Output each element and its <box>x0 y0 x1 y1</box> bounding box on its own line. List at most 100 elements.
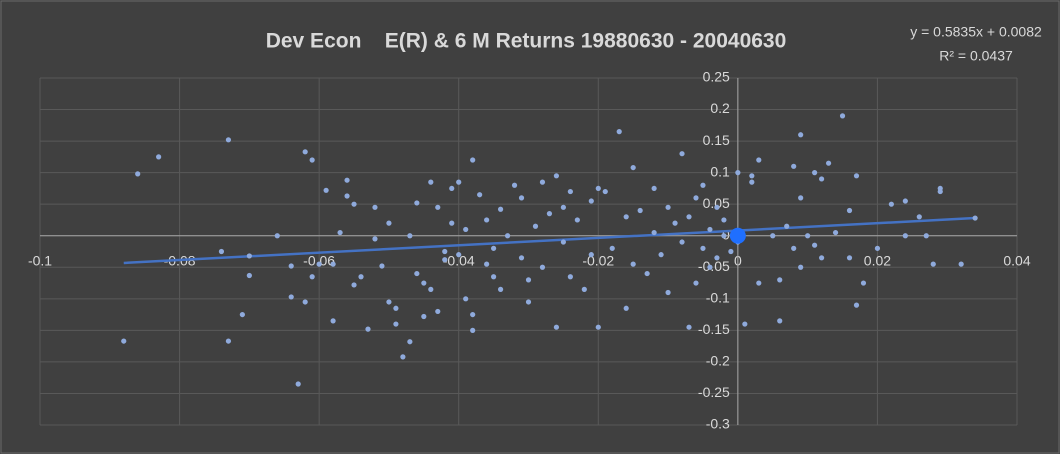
scatter-point <box>344 193 350 199</box>
scatter-point <box>812 242 818 248</box>
scatter-point <box>588 252 594 258</box>
scatter-point <box>470 157 476 163</box>
scatter-point <box>581 286 587 292</box>
scatter-point <box>770 233 776 239</box>
x-tick-label: -0.1 <box>28 252 52 268</box>
scatter-point <box>372 236 378 242</box>
scatter-point <box>553 324 560 330</box>
scatter-point <box>714 204 720 210</box>
scatter-point <box>651 185 657 192</box>
scatter-point <box>846 207 853 214</box>
scatter-point <box>742 321 748 327</box>
x-tick-label: -0.02 <box>582 252 614 268</box>
y-tick-label: 0.05 <box>703 195 730 211</box>
scatter-point <box>819 255 825 261</box>
scatter-point <box>428 286 434 292</box>
scatter-point <box>721 217 727 223</box>
scatter-point <box>937 185 943 192</box>
scatter-point <box>546 211 553 217</box>
scatter-point <box>923 233 929 239</box>
scatter-point <box>274 233 280 239</box>
scatter-point <box>400 354 406 360</box>
scatter-point <box>749 179 755 185</box>
scatter-point <box>839 113 846 119</box>
scatter-point <box>777 318 783 324</box>
scatter-point <box>798 195 804 201</box>
scatter-point <box>560 239 566 245</box>
scatter-point <box>595 324 601 330</box>
scatter-point <box>302 299 308 305</box>
y-tick-label: 0.15 <box>703 132 730 148</box>
x-tick-label: -0.04 <box>443 252 475 268</box>
scatter-point <box>902 233 908 239</box>
scatter-point <box>407 233 413 239</box>
scatter-point <box>825 160 832 166</box>
scatter-point <box>477 192 483 198</box>
scatter-point <box>379 263 385 269</box>
scatter-point <box>470 311 476 318</box>
scatter-point <box>504 233 511 239</box>
scatter-point <box>651 229 657 236</box>
scatter-point <box>874 245 881 251</box>
scatter-point <box>330 261 336 267</box>
scatter-point <box>491 245 497 251</box>
scatter-point <box>456 179 462 185</box>
scatter-point <box>393 305 399 311</box>
scatter-point <box>225 137 232 143</box>
scatter-point <box>337 229 343 236</box>
scatter-point <box>853 302 860 308</box>
scatter-point <box>832 229 839 236</box>
scatter-point <box>805 233 811 239</box>
scatter-point <box>637 207 643 214</box>
x-tick-label: 0.04 <box>1003 252 1030 268</box>
scatter-point <box>700 182 706 188</box>
scatter-point <box>449 185 455 192</box>
scatter-point <box>735 170 741 176</box>
scatter-point <box>470 327 476 333</box>
scatter-point <box>456 252 462 258</box>
scatter-point <box>560 204 566 210</box>
scatter-point <box>539 179 546 185</box>
scatter-point <box>602 188 608 195</box>
y-tick-label: -0.2 <box>706 353 730 369</box>
scatter-point <box>644 270 650 277</box>
x-tick-label: 0.02 <box>864 252 891 268</box>
scatter-point <box>588 198 594 204</box>
y-tick-label: -0.15 <box>698 321 730 337</box>
scatter-point <box>630 164 636 171</box>
scatter-point <box>358 274 364 280</box>
scatter-point <box>435 308 441 315</box>
scatter-point <box>679 151 685 157</box>
scatter-point <box>246 253 252 259</box>
scatter-point <box>902 198 908 204</box>
scatter-point <box>414 270 420 277</box>
scatter-point <box>553 173 560 179</box>
scatter-point <box>484 261 490 267</box>
r-squared: R² = 0.0437 <box>939 48 1013 64</box>
scatter-point <box>812 170 818 176</box>
scatter-point <box>309 274 315 280</box>
scatter-point <box>930 261 936 267</box>
scatter-point <box>497 286 504 292</box>
scatter-point <box>616 129 622 135</box>
scatter-point <box>595 185 601 192</box>
scatter-point <box>393 321 399 327</box>
scatter-point <box>463 296 469 302</box>
scatter-point <box>853 173 860 179</box>
scatter-point <box>421 280 427 286</box>
scatter-point <box>330 318 336 324</box>
scatter-point <box>525 277 532 283</box>
y-tick-label: 0.1 <box>710 163 730 179</box>
chart-title: Dev Econ E(R) & 6 M Returns 19880630 - 2… <box>266 30 787 53</box>
scatter-point <box>442 248 448 255</box>
scatter-point <box>386 220 392 226</box>
scatter-point <box>121 338 127 344</box>
scatter-point <box>428 179 434 185</box>
scatter-point <box>623 305 629 311</box>
scatter-point <box>958 261 964 267</box>
scatter-point <box>414 200 420 206</box>
y-tick-label: -0.1 <box>706 290 730 306</box>
scatter-point <box>672 220 678 226</box>
